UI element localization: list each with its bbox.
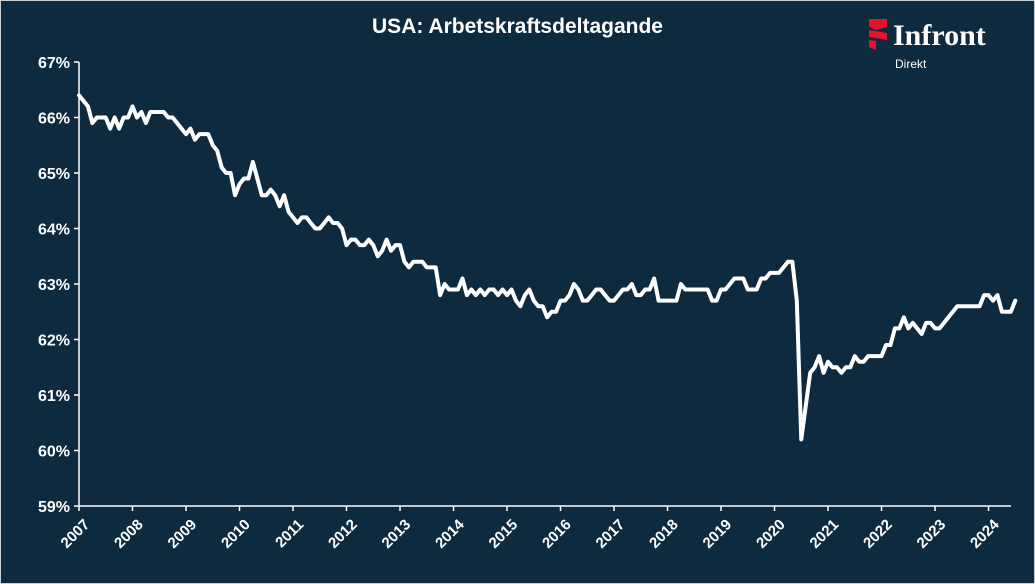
- infront-flag-bottom-icon: [869, 40, 876, 50]
- x-tick-label: 2011: [272, 516, 307, 551]
- x-tick-label: 2021: [807, 516, 843, 552]
- y-tick-label: 63%: [38, 277, 70, 294]
- x-tick-label: 2012: [325, 516, 361, 552]
- infront-flag-icon: [869, 19, 887, 50]
- y-tick-label: 65%: [38, 166, 70, 183]
- y-tick-label: 62%: [38, 333, 70, 350]
- x-tick-label: 2019: [700, 516, 736, 552]
- y-axis-ticks: 59% 60% 61% 62% 63% 64% 65% 66% 67%: [38, 55, 79, 516]
- x-tick-label: 2015: [486, 516, 522, 552]
- x-tick-label: 2014: [432, 516, 468, 552]
- x-tick-label: 2017: [593, 516, 629, 552]
- brand-name: Infront: [893, 19, 986, 52]
- brand-subtitle: Direkt: [895, 57, 927, 71]
- x-tick-label: 2013: [379, 516, 415, 552]
- series-line: [77, 93, 1018, 442]
- y-tick-label: 67%: [38, 55, 70, 72]
- x-tick-label: 2024: [967, 516, 1003, 552]
- x-axis-ticks: 2007 2008 2009 2010 2011 2012 2013 2014 2015 2016…: [58, 506, 1003, 552]
- y-tick-label: 61%: [38, 388, 70, 405]
- x-tick-label: 2018: [646, 516, 682, 552]
- y-tick-label: 60%: [38, 444, 70, 461]
- infront-flag-top-icon: [869, 19, 887, 30]
- brand-logo: Infront Direkt: [867, 17, 1027, 77]
- x-tick-label: 2020: [753, 516, 789, 552]
- x-tick-label: 2016: [539, 516, 575, 552]
- y-tick-label: 64%: [38, 222, 70, 239]
- chart-title: USA: Arbetskraftsdeltagande: [372, 15, 663, 38]
- infront-flag-mid-icon: [869, 30, 887, 40]
- x-tick-label: 2009: [165, 516, 201, 552]
- y-tick-label: 66%: [38, 111, 70, 128]
- y-tick-label: 59%: [38, 499, 70, 516]
- x-tick-label: 2010: [218, 516, 254, 552]
- x-tick-label: 2023: [914, 516, 950, 552]
- x-tick-label: 2022: [860, 516, 896, 552]
- x-tick-label: 2008: [111, 516, 147, 552]
- x-tick-label: 2007: [58, 516, 94, 552]
